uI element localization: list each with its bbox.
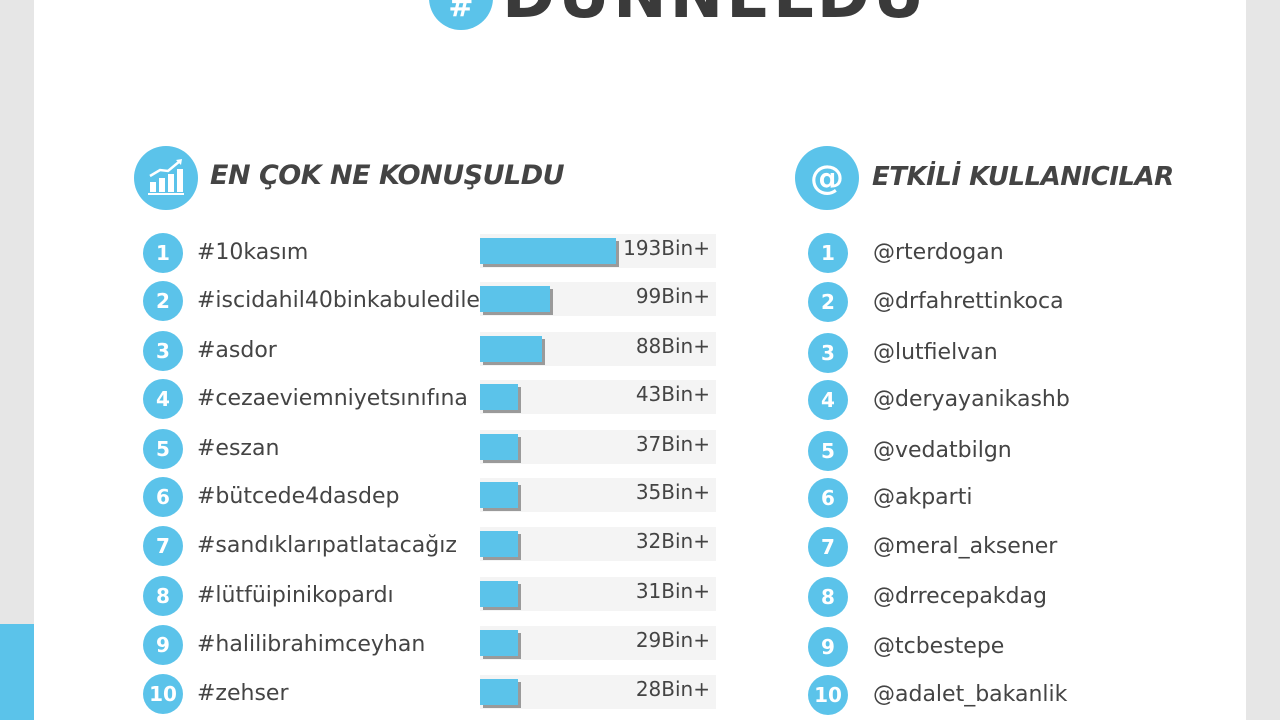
user-rank-badge: 4 — [808, 380, 848, 420]
bar — [480, 238, 616, 264]
users-section-title: ETKİLİ KULLANICILAR — [872, 162, 1174, 192]
bar-track: 88Bin+ — [480, 332, 716, 366]
user-handle: @drrecepakdag — [873, 584, 1047, 609]
user-handle: @meral_aksener — [873, 534, 1058, 559]
bar-value-label: 193Bin+ — [623, 236, 710, 260]
bar — [480, 286, 550, 312]
user-handle: @rterdogan — [873, 240, 1004, 265]
bar-track: 193Bin+ — [480, 234, 716, 268]
bar-track: 32Bin+ — [480, 527, 716, 561]
bar-value-label: 35Bin+ — [635, 480, 710, 504]
topic-label: #sandıklarıpatlatacağız — [197, 533, 457, 558]
user-rank-badge: 2 — [808, 282, 848, 322]
user-handle: @deryayanikashb — [873, 387, 1070, 412]
bar-value-label: 29Bin+ — [635, 628, 710, 652]
at-sign-icon: @ — [795, 146, 859, 210]
topic-rank-badge: 10 — [143, 674, 183, 714]
bar-value-label: 88Bin+ — [635, 334, 710, 358]
user-handle: @lutfielvan — [873, 340, 998, 365]
topic-rank-badge: 9 — [143, 625, 183, 665]
topic-label: #lütfüipinikopardı — [197, 583, 394, 608]
topic-rank-badge: 4 — [143, 379, 183, 419]
bar-track: 35Bin+ — [480, 478, 716, 512]
topic-label: #zehser — [197, 681, 289, 706]
bar-track: 29Bin+ — [480, 626, 716, 660]
topic-rank-badge: 3 — [143, 331, 183, 371]
bar — [480, 336, 542, 362]
topic-label: #cezaeviemniyetsınıfına — [197, 386, 468, 411]
bar — [480, 679, 518, 705]
left-accent-strip — [0, 624, 34, 720]
bar — [480, 531, 518, 557]
hashtag-badge: # — [429, 0, 493, 30]
user-rank-badge: 3 — [808, 333, 848, 373]
topic-rank-badge: 6 — [143, 477, 183, 517]
bar-track: 43Bin+ — [480, 380, 716, 414]
bar-value-label: 37Bin+ — [635, 432, 710, 456]
user-handle: @tcbestepe — [873, 634, 1005, 659]
bar — [480, 630, 518, 656]
topic-rank-badge: 2 — [143, 281, 183, 321]
topic-label: #iscidahil40binkabuledile.. — [197, 288, 494, 313]
user-handle: @vedatbilgn — [873, 438, 1012, 463]
user-rank-badge: 8 — [808, 577, 848, 617]
topics-section-title: EN ÇOK NE KONUŞULDU — [210, 160, 565, 191]
bar — [480, 581, 518, 607]
topic-rank-badge: 5 — [143, 429, 183, 469]
topic-rank-badge: 7 — [143, 526, 183, 566]
topic-rank-badge: 8 — [143, 576, 183, 616]
bar — [480, 482, 518, 508]
topic-label: #10kasım — [197, 240, 309, 265]
topic-label: #bütcede4dasdep — [197, 484, 400, 509]
bar-track: 31Bin+ — [480, 577, 716, 611]
user-rank-badge: 7 — [808, 527, 848, 567]
bar-value-label: 28Bin+ — [635, 677, 710, 701]
bar — [480, 384, 518, 410]
user-handle: @akparti — [873, 485, 973, 510]
bar-value-label: 31Bin+ — [635, 579, 710, 603]
bar-value-label: 99Bin+ — [635, 284, 710, 308]
bar-value-label: 43Bin+ — [635, 382, 710, 406]
bar-track: 37Bin+ — [480, 430, 716, 464]
topic-label: #asdor — [197, 338, 277, 363]
user-rank-badge: 6 — [808, 478, 848, 518]
topic-label: #eszan — [197, 436, 280, 461]
topic-rank-badge: 1 — [143, 233, 183, 273]
bar-track: 28Bin+ — [480, 675, 716, 709]
hashtag-badge-label: # — [448, 0, 474, 24]
bar-track: 99Bin+ — [480, 282, 716, 316]
bar-value-label: 32Bin+ — [635, 529, 710, 553]
user-rank-badge: 5 — [808, 431, 848, 471]
at-sign-glyph: @ — [810, 158, 844, 198]
chart-up-icon — [134, 146, 198, 210]
user-handle: @adalet_bakanlik — [873, 682, 1068, 707]
bar — [480, 434, 518, 460]
user-handle: @drfahrettinkoca — [873, 289, 1064, 314]
user-rank-badge: 9 — [808, 627, 848, 667]
user-rank-badge: 10 — [808, 675, 848, 715]
topic-label: #halilibrahimceyhan — [197, 632, 426, 657]
user-rank-badge: 1 — [808, 233, 848, 273]
page-title: DÜNNELDU — [502, 0, 928, 28]
